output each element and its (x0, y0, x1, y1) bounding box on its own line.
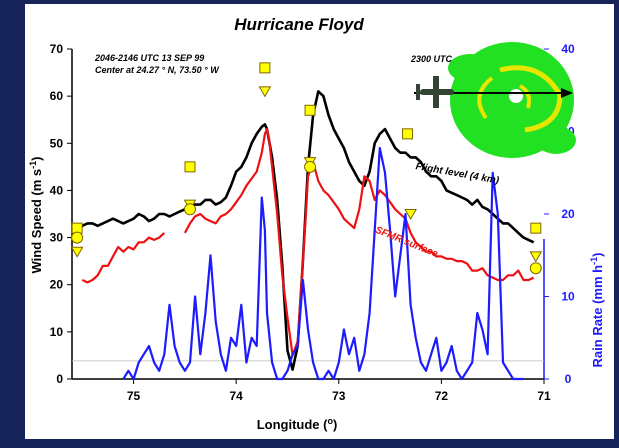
chart-title: Hurricane Floyd (234, 15, 364, 34)
x-tick-label: 74 (229, 389, 243, 403)
inset-echo-arc-1 (499, 65, 563, 133)
y-right-tick-label: 20 (561, 207, 575, 221)
circle-marker (304, 160, 317, 173)
circle-marker (71, 231, 84, 244)
square-marker (402, 128, 414, 140)
y-axis-right-label: Rain Rate (mm h-1) (589, 253, 605, 368)
y-right-tick-label: 0 (565, 372, 572, 386)
y-left-tick-label: 30 (50, 231, 64, 245)
inset-eye (509, 89, 523, 103)
circle-marker (184, 203, 196, 216)
inset-track-arrowhead (561, 88, 573, 98)
square-marker (184, 161, 196, 173)
inset-echo-band (448, 54, 492, 82)
sfmr-surface-line (81, 232, 166, 284)
x-tick-label: 73 (332, 389, 346, 403)
annotation-center: Center at 24.27 ° N, 73.50 ° W (95, 65, 220, 75)
x-tick-label: 71 (537, 389, 551, 403)
y-left-tick-label: 50 (50, 136, 64, 150)
y-left-tick-label: 70 (50, 42, 64, 56)
y-left-tick-label: 60 (50, 89, 64, 103)
sfmr-surface-line (183, 128, 535, 357)
y-left-tick-label: 10 (50, 325, 64, 339)
x-tick-label: 75 (127, 389, 141, 403)
triangle-marker (70, 246, 84, 258)
circle-marker (529, 262, 542, 275)
inset-aircraft (416, 76, 454, 108)
series-layer (71, 90, 535, 381)
y-left-tick-label: 40 (50, 183, 64, 197)
inset-radar: 2300 UTC (410, 42, 576, 158)
inset-echo-arc-2 (477, 76, 494, 120)
x-tick-label: 72 (435, 389, 449, 403)
inset-eyewall (518, 84, 531, 109)
inset-echo-tail (536, 126, 576, 154)
y-right-tick-label: 40 (561, 42, 575, 56)
annotation-time: 2046-2146 UTC 13 SEP 99 (94, 53, 204, 63)
y-right-tick-label: 10 (561, 290, 575, 304)
y-axis-left-label: Wind Speed (m s-1) (28, 157, 44, 274)
y-left-tick-label: 0 (56, 372, 63, 386)
inset-time-label: 2300 UTC (410, 54, 453, 64)
square-marker (259, 62, 271, 74)
square-marker (304, 104, 316, 116)
square-marker (530, 222, 542, 234)
x-axis-label: Longitude (o) (257, 416, 338, 432)
y-left-tick-label: 20 (50, 278, 64, 292)
rain-rate-line (122, 146, 524, 381)
triangle-marker (258, 86, 272, 98)
triangle-marker (529, 251, 543, 263)
triangle-marker (404, 209, 417, 220)
